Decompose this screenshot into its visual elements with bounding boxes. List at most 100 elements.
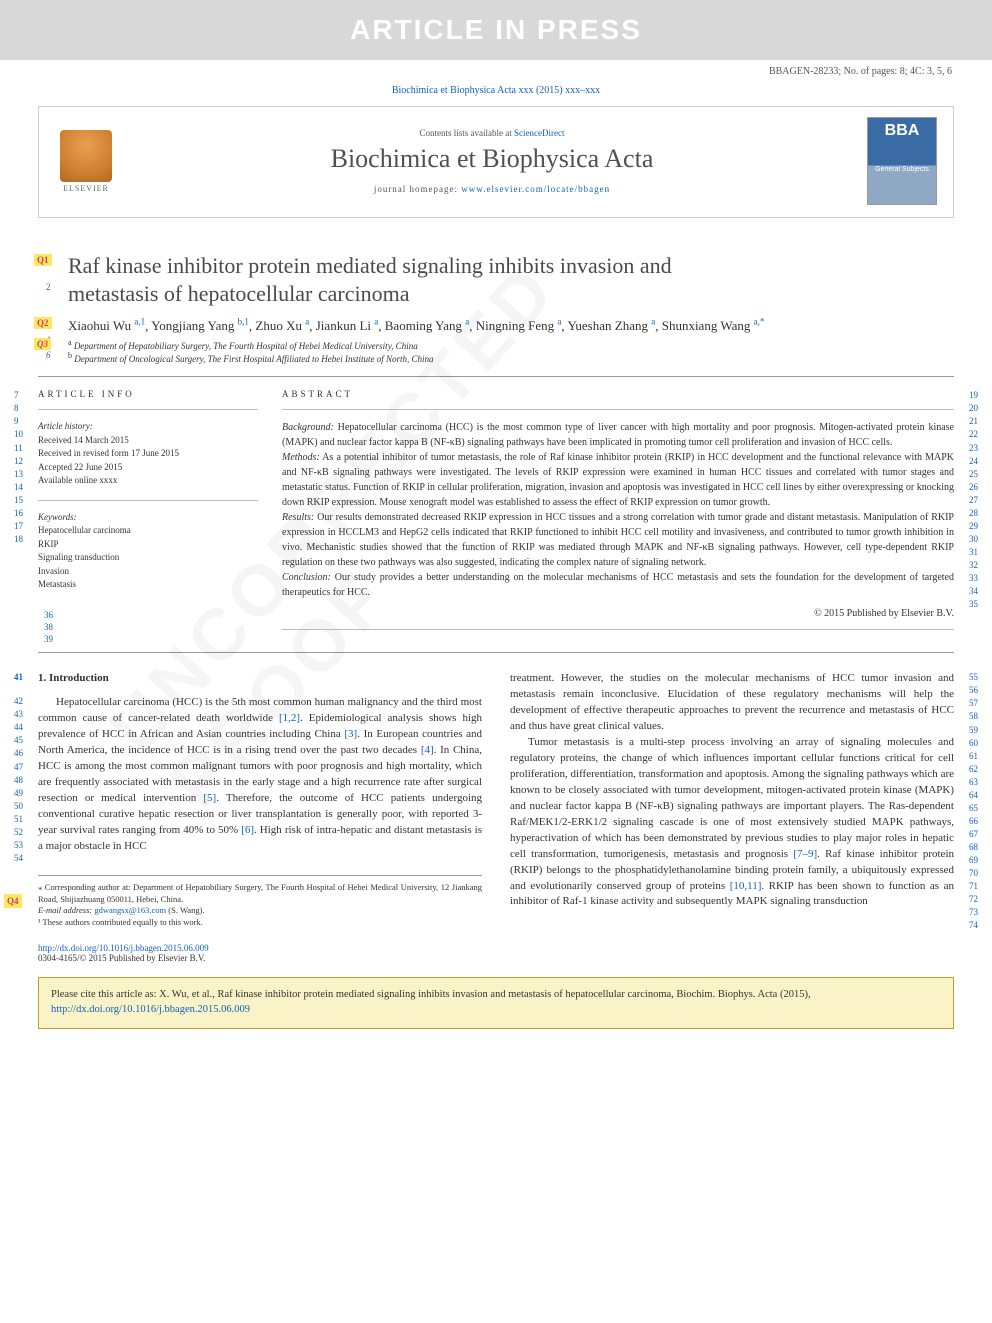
abs-bg: Hepatocellular carcinoma (HCC) is the mo… <box>282 422 954 448</box>
affiliation-b: b Department of Oncological Surgery, The… <box>68 351 954 364</box>
elsevier-tree-icon <box>60 130 112 182</box>
abs-results: Our results demonstrated decreased RKIP … <box>282 512 954 568</box>
body-column-left: 41 1. Introduction 424344454647484950515… <box>38 671 482 929</box>
homepage-link[interactable]: www.elsevier.com/locate/bbagen <box>461 184 610 194</box>
body-columns: 41 1. Introduction 424344454647484950515… <box>38 671 954 929</box>
history-item: Accepted 22 June 2015 <box>38 461 258 475</box>
contents-prefix: Contents lists available at <box>420 128 514 138</box>
author: Zhuo Xu a <box>255 318 309 333</box>
author: Yongjiang Yang b,1 <box>151 318 249 333</box>
cover-subtitle: General Subjects <box>875 166 929 173</box>
keyword: Signaling transduction <box>38 551 258 565</box>
intro-para-2b: Tumor metastasis is a multi-step process… <box>510 735 954 910</box>
cover-title: BBA <box>885 122 920 140</box>
email-link[interactable]: gdwangsx@163.com <box>94 905 166 915</box>
equal-contribution: ¹ These authors contributed equally to t… <box>38 917 482 929</box>
email-label: E-mail address: <box>38 905 92 915</box>
doi-link[interactable]: http://dx.doi.org/10.1016/j.bbagen.2015.… <box>38 943 209 953</box>
q4-marker: Q4 <box>4 894 22 909</box>
title-line-2: metastasis of hepatocellular carcinoma <box>68 281 409 306</box>
abs-methods: As a potential inhibitor of tumor metast… <box>282 452 954 508</box>
rule <box>282 629 954 630</box>
journal-issue-anchor[interactable]: Biochimica et Biophysica Acta xxx (2015)… <box>392 85 600 96</box>
elsevier-logo: ELSEVIER <box>55 125 117 197</box>
title-line-1: Raf kinase inhibitor protein mediated si… <box>68 253 672 278</box>
top-meta: BBAGEN-28233; No. of pages: 8; 4C: 3, 5,… <box>0 60 992 79</box>
line-numbers-gap: 363839 <box>44 610 53 645</box>
abs-results-hdr: Results: <box>282 512 314 523</box>
affiliation-a: a Department of Hepatobiliary Surgery, T… <box>68 338 954 351</box>
corresponding-author: ⁎ Corresponding author at: Department of… <box>38 882 482 906</box>
issn-copyright: 0304-4165/© 2015 Published by Elsevier B… <box>38 953 205 963</box>
cite-text: Please cite this article as: X. Wu, et a… <box>51 989 811 1000</box>
author: Yueshan Zhang a <box>567 318 655 333</box>
keyword: RKIP <box>38 538 258 552</box>
abs-conclusion-hdr: Conclusion: <box>282 572 331 583</box>
sciencedirect-link[interactable]: ScienceDirect <box>514 128 564 138</box>
intro-heading: 41 1. Introduction <box>38 671 482 687</box>
rule <box>38 652 954 653</box>
line-number: 2 <box>46 282 51 292</box>
journal-name: Biochimica et Biophysica Acta <box>135 144 849 174</box>
email-line: E-mail address: gdwangsx@163.com (S. Wan… <box>38 905 482 917</box>
in-press-banner: ARTICLE IN PRESS <box>0 0 992 60</box>
intro-para-2a: treatment. However, the studies on the m… <box>510 671 954 735</box>
line-number: 41 <box>14 671 23 684</box>
journal-cover-thumbnail: BBA General Subjects <box>867 117 937 205</box>
author: Shunxiang Wang a,* <box>662 318 765 333</box>
doi-block: http://dx.doi.org/10.1016/j.bbagen.2015.… <box>38 943 954 963</box>
abstract-column: 1920212223242526272829303132333435 ABSTR… <box>282 389 954 640</box>
elsevier-label: ELSEVIER <box>63 184 109 193</box>
history-item: Received in revised form 17 June 2015 <box>38 447 258 461</box>
abs-methods-hdr: Methods: <box>282 452 320 463</box>
footnotes: Q4 ⁎ Corresponding author at: Department… <box>38 875 482 930</box>
homepage-line: journal homepage: www.elsevier.com/locat… <box>135 184 849 194</box>
line-numbers-abstract: 1920212223242526272829303132333435 <box>969 389 978 611</box>
q2-marker: Q2 <box>34 317 52 329</box>
article-info-label: ARTICLE INFO <box>38 389 258 399</box>
keyword: Invasion <box>38 565 258 579</box>
abstract-label: ABSTRACT <box>282 389 954 399</box>
body-column-right: 5556575859606162636465666768697071727374… <box>510 671 954 929</box>
journal-issue-link[interactable]: Biochimica et Biophysica Acta xxx (2015)… <box>0 79 992 106</box>
keywords-header: Keywords: <box>38 511 258 525</box>
article-title-block: Q1 2 Raf kinase inhibitor protein mediat… <box>68 252 954 307</box>
affiliations: Q3 6 a Department of Hepatobiliary Surge… <box>68 338 954 364</box>
line-numbers-info: 789101112131415161718 <box>14 389 23 546</box>
rule <box>38 376 954 377</box>
q3-marker: Q3 <box>34 338 51 350</box>
contents-line: Contents lists available at ScienceDirec… <box>135 128 849 138</box>
keyword: Hepatocellular carcinoma <box>38 524 258 538</box>
rule <box>38 500 258 501</box>
author: Baoming Yang a <box>385 318 470 333</box>
intro-para-1: Hepatocellular carcinoma (HCC) is the 5t… <box>38 695 482 854</box>
author: Ningning Feng a <box>476 318 562 333</box>
info-abstract-row: 789101112131415161718 ARTICLE INFO Artic… <box>38 389 954 640</box>
abstract-body: Background: Hepatocellular carcinoma (HC… <box>282 420 954 600</box>
history-item: Received 14 March 2015 <box>38 434 258 448</box>
rule <box>38 409 258 410</box>
cite-doi-link[interactable]: http://dx.doi.org/10.1016/j.bbagen.2015.… <box>51 1004 250 1015</box>
header-center: Contents lists available at ScienceDirec… <box>135 128 849 194</box>
article-info-column: 789101112131415161718 ARTICLE INFO Artic… <box>38 389 258 640</box>
article-title: Raf kinase inhibitor protein mediated si… <box>68 252 954 307</box>
article-history: Article history: Received 14 March 2015R… <box>38 420 258 488</box>
rule <box>282 409 954 410</box>
email-who: (S. Wang). <box>166 905 204 915</box>
citation-box: Please cite this article as: X. Wu, et a… <box>38 977 954 1028</box>
abstract-copyright: © 2015 Published by Elsevier B.V. <box>282 608 954 619</box>
history-header: Article history: <box>38 420 258 434</box>
author: Xiaohui Wu a,1 <box>68 318 145 333</box>
author: Jiankun Li a <box>316 318 379 333</box>
abs-bg-hdr: Background: <box>282 422 334 433</box>
homepage-prefix: journal homepage: <box>374 184 461 194</box>
keywords-block: Keywords: Hepatocellular carcinomaRKIPSi… <box>38 511 258 592</box>
q1-marker: Q1 <box>34 254 52 266</box>
history-item: Available online xxxx <box>38 474 258 488</box>
keyword: Metastasis <box>38 578 258 592</box>
line-numbers-col2: 5556575859606162636465666768697071727374 <box>969 671 978 932</box>
journal-header-box: ELSEVIER Contents lists available at Sci… <box>38 106 954 218</box>
authors-line: Q2 4 Xiaohui Wu a,1, Yongjiang Yang b,1,… <box>68 317 954 334</box>
line-numbers-col1: 42434445464748495051525354 <box>14 695 23 865</box>
abs-conclusion: Our study provides a better understandin… <box>282 572 954 598</box>
